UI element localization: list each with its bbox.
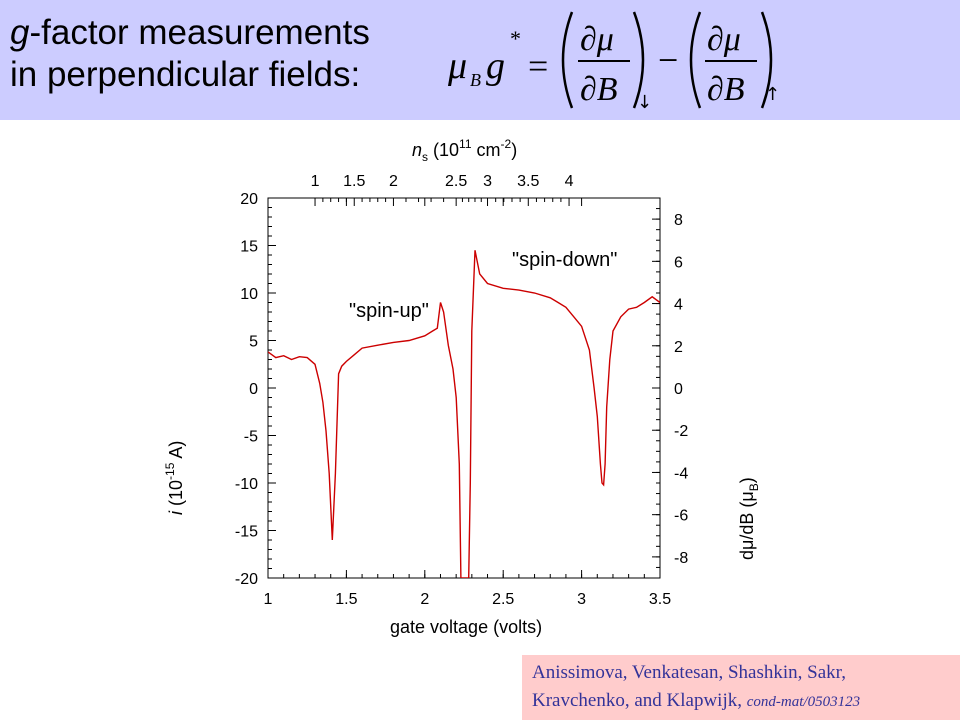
annotation-spin-down: "spin-down" (512, 249, 617, 271)
citation-box: Anissimova, Venkatesan, Shashkin, Sakr, … (522, 655, 960, 720)
citation-line-2: Kravchenko, and Klapwijk, (532, 690, 742, 711)
formula-left-paren-1 (561, 11, 574, 109)
y-tick-label: 10 (240, 286, 258, 303)
title-line-1: -factor measurements (29, 13, 370, 52)
right-tick-label: 6 (674, 254, 683, 271)
x-tick-label: 1.5 (335, 591, 357, 608)
citation-line-1: Anissimova, Venkatesan, Shashkin, Sakr, (532, 662, 846, 683)
formula-right-paren-2 (760, 11, 773, 109)
right-tick-label: -4 (674, 465, 688, 482)
title-line-2: in perpendicular fields: (10, 55, 361, 94)
top-tick-label: 1.5 (343, 173, 365, 190)
y-tick-label: 20 (240, 191, 258, 208)
g-factor-formula: μ B g * = ∂μ ∂B ↓ − ∂μ ∂B ↑ (447, 11, 780, 113)
x-tick-label: 3 (577, 591, 586, 608)
right-tick-label: 8 (674, 212, 683, 229)
top-tick-label: 3.5 (517, 173, 539, 190)
y-axis-label: i (10-15 A) (163, 441, 186, 515)
right-tick-label: 0 (674, 381, 683, 398)
top-tick-label: 4 (565, 173, 574, 190)
y-tick-label: -15 (235, 524, 258, 541)
current-vs-gate-voltage-chart: ns (1011 cm-2) i (10-15 A) dμ/dB (μB) ga… (163, 137, 761, 637)
title-italic-g: g (10, 13, 30, 52)
formula-minus: − (658, 40, 678, 80)
formula-down-arrow: ↓ (637, 92, 652, 113)
formula-partial-mu-1: ∂μ (580, 21, 614, 58)
formula-star: * (510, 26, 521, 51)
formula-up-arrow: ↑ (765, 84, 780, 105)
x-tick-label: 3.5 (649, 591, 671, 608)
formula-partial-mu-2: ∂μ (707, 21, 741, 58)
y-tick-label: 5 (249, 334, 258, 351)
right-tick-label: -2 (674, 423, 688, 440)
top-axis-label: ns (1011 cm-2) (412, 137, 517, 164)
formula-equals: = (528, 46, 548, 86)
y-tick-label: -20 (235, 571, 258, 588)
top-tick-label: 1 (311, 173, 320, 190)
x-tick-label: 2 (420, 591, 429, 608)
citation-source: cond-mat/0503123 (746, 694, 861, 710)
page-title: g-factor measurements in perpendicular f… (10, 12, 370, 96)
formula-partial-b-2: ∂B (707, 71, 745, 108)
title-banner: g-factor measurements in perpendicular f… (0, 0, 960, 120)
x-tick-label: 1 (264, 591, 273, 608)
formula-mu: μ (447, 45, 467, 87)
top-tick-label: 2.5 (445, 173, 467, 190)
y-tick-label: -5 (244, 429, 258, 446)
formula-right-paren-1 (632, 11, 645, 109)
data-series-line (268, 250, 660, 578)
right-tick-label: -6 (674, 508, 688, 525)
top-tick-label: 3 (483, 173, 492, 190)
top-tick-label: 2 (389, 173, 398, 190)
y-tick-label: 15 (240, 239, 258, 256)
y-tick-label: 0 (249, 381, 258, 398)
x-tick-label: 2.5 (492, 591, 514, 608)
right-axis-label: dμ/dB (μB) (737, 477, 761, 560)
right-tick-label: 2 (674, 339, 683, 356)
formula-mu-sub: B (470, 70, 481, 90)
formula-left-paren-2 (689, 11, 702, 109)
annotation-spin-up: "spin-up" (349, 300, 429, 322)
formula-g: g (486, 45, 505, 87)
formula-partial-b-1: ∂B (580, 71, 618, 108)
right-tick-label: 4 (674, 297, 683, 314)
x-axis-label: gate voltage (volts) (390, 617, 542, 637)
right-tick-label: -8 (674, 550, 688, 567)
y-tick-label: -10 (235, 476, 258, 493)
